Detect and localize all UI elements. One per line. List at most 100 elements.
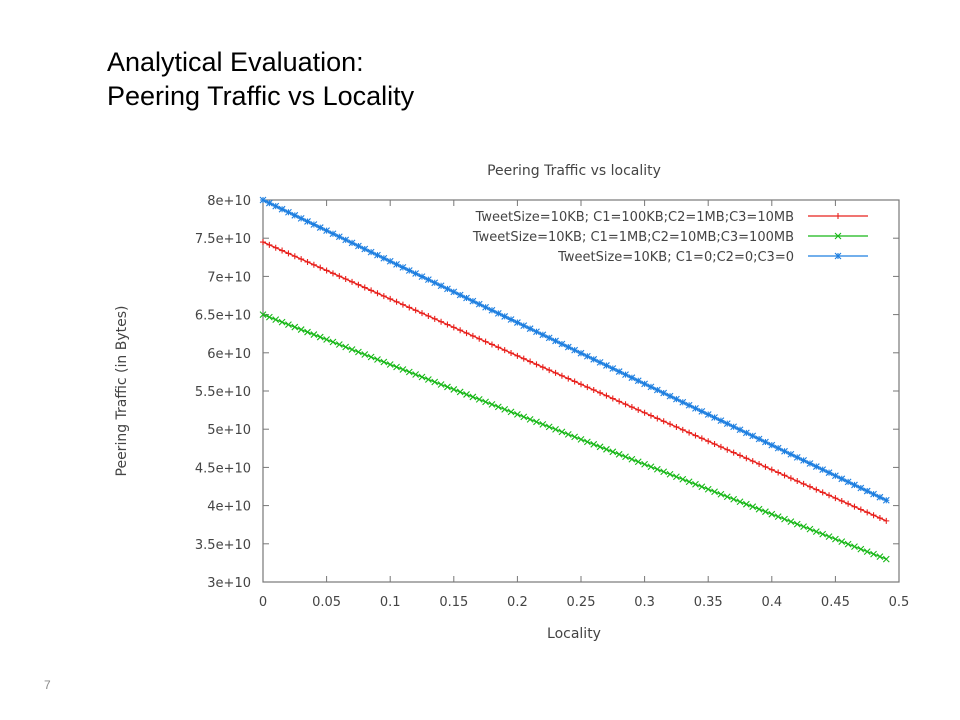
data-point [475,396,483,403]
data-point [424,376,432,383]
data-point [482,398,489,406]
y-tick-label: 5.5e+10 [195,385,251,400]
data-point [844,478,852,486]
data-point [692,480,699,488]
series-layer [259,196,890,563]
data-point [781,515,788,523]
data-point [526,325,534,333]
data-point [323,336,330,343]
data-point [813,486,820,493]
x-tick-label: 0.2 [507,595,528,610]
data-point [730,495,738,503]
data-point [653,386,661,394]
data-point [641,380,648,388]
data-point [578,381,584,388]
data-point [329,230,337,238]
data-point [520,355,527,362]
data-point [615,450,623,458]
data-point [488,306,496,314]
data-point [660,468,668,476]
data-point [583,438,591,446]
data-point [704,411,712,418]
series-3 [259,196,890,504]
data-point [673,423,680,430]
data-point [857,484,865,492]
data-point [494,309,502,317]
x-tick-label: 0.1 [380,595,401,610]
data-point [838,497,845,504]
data-point [584,384,591,391]
data-point [774,444,782,452]
data-point [456,291,464,299]
data-point [806,460,814,467]
data-point [393,260,400,268]
data-point [749,503,757,511]
y-axis-label: Peering Traffic (in Bytes) [114,306,130,477]
slide-title-line-1: Analytical Evaluation: [107,47,364,77]
x-tick-label: 0 [259,595,267,610]
data-point [431,279,439,287]
data-point [259,311,267,318]
data-point [692,432,699,439]
data-point [539,364,546,371]
data-point [272,244,279,251]
data-point [342,276,349,283]
data-point [405,368,413,376]
data-point [660,418,667,425]
data-point [806,525,814,533]
data-point [864,509,871,516]
data-point [361,245,369,253]
data-point [495,344,502,351]
data-point [508,349,515,356]
data-point [571,433,579,441]
data-point [819,466,827,474]
data-point [475,300,483,308]
data-point [628,404,635,411]
data-point [641,409,648,416]
data-point [552,425,559,433]
data-point [832,535,839,543]
data-point [755,435,763,443]
data-point [717,417,725,424]
x-axis-label: Locality [547,626,601,642]
data-point [812,528,820,536]
data-point [666,470,674,478]
data-point [787,450,795,458]
data-point [806,483,813,490]
data-point [793,520,801,528]
data-point [596,358,604,366]
data-point [476,335,483,342]
data-point [558,372,565,379]
data-point [349,278,356,285]
data-point [863,548,871,555]
data-point [526,415,534,423]
data-point [297,214,305,222]
data-point [450,324,457,331]
data-point [704,485,712,493]
data-point [265,313,273,321]
data-point [603,392,610,399]
data-point [838,475,846,483]
data-point [857,506,864,513]
y-tick-label: 5e+10 [207,423,251,438]
data-point [393,298,400,305]
data-point [501,347,508,354]
data-point [826,492,833,499]
data-point [361,284,368,291]
legend: TweetSize=10KB; C1=100KB;C2=1MB;C3=10MB T… [472,210,868,265]
data-point [323,267,330,274]
data-point [590,355,598,363]
data-point [653,465,661,473]
data-point [546,367,553,374]
data-point [323,227,330,235]
data-point [812,463,820,470]
data-point [316,333,324,341]
data-point [380,254,388,262]
data-point [647,383,655,391]
data-point [654,415,661,422]
data-point [265,199,273,207]
data-point [297,326,305,333]
data-point [355,242,362,250]
data-point [749,432,757,440]
data-point [603,445,610,453]
